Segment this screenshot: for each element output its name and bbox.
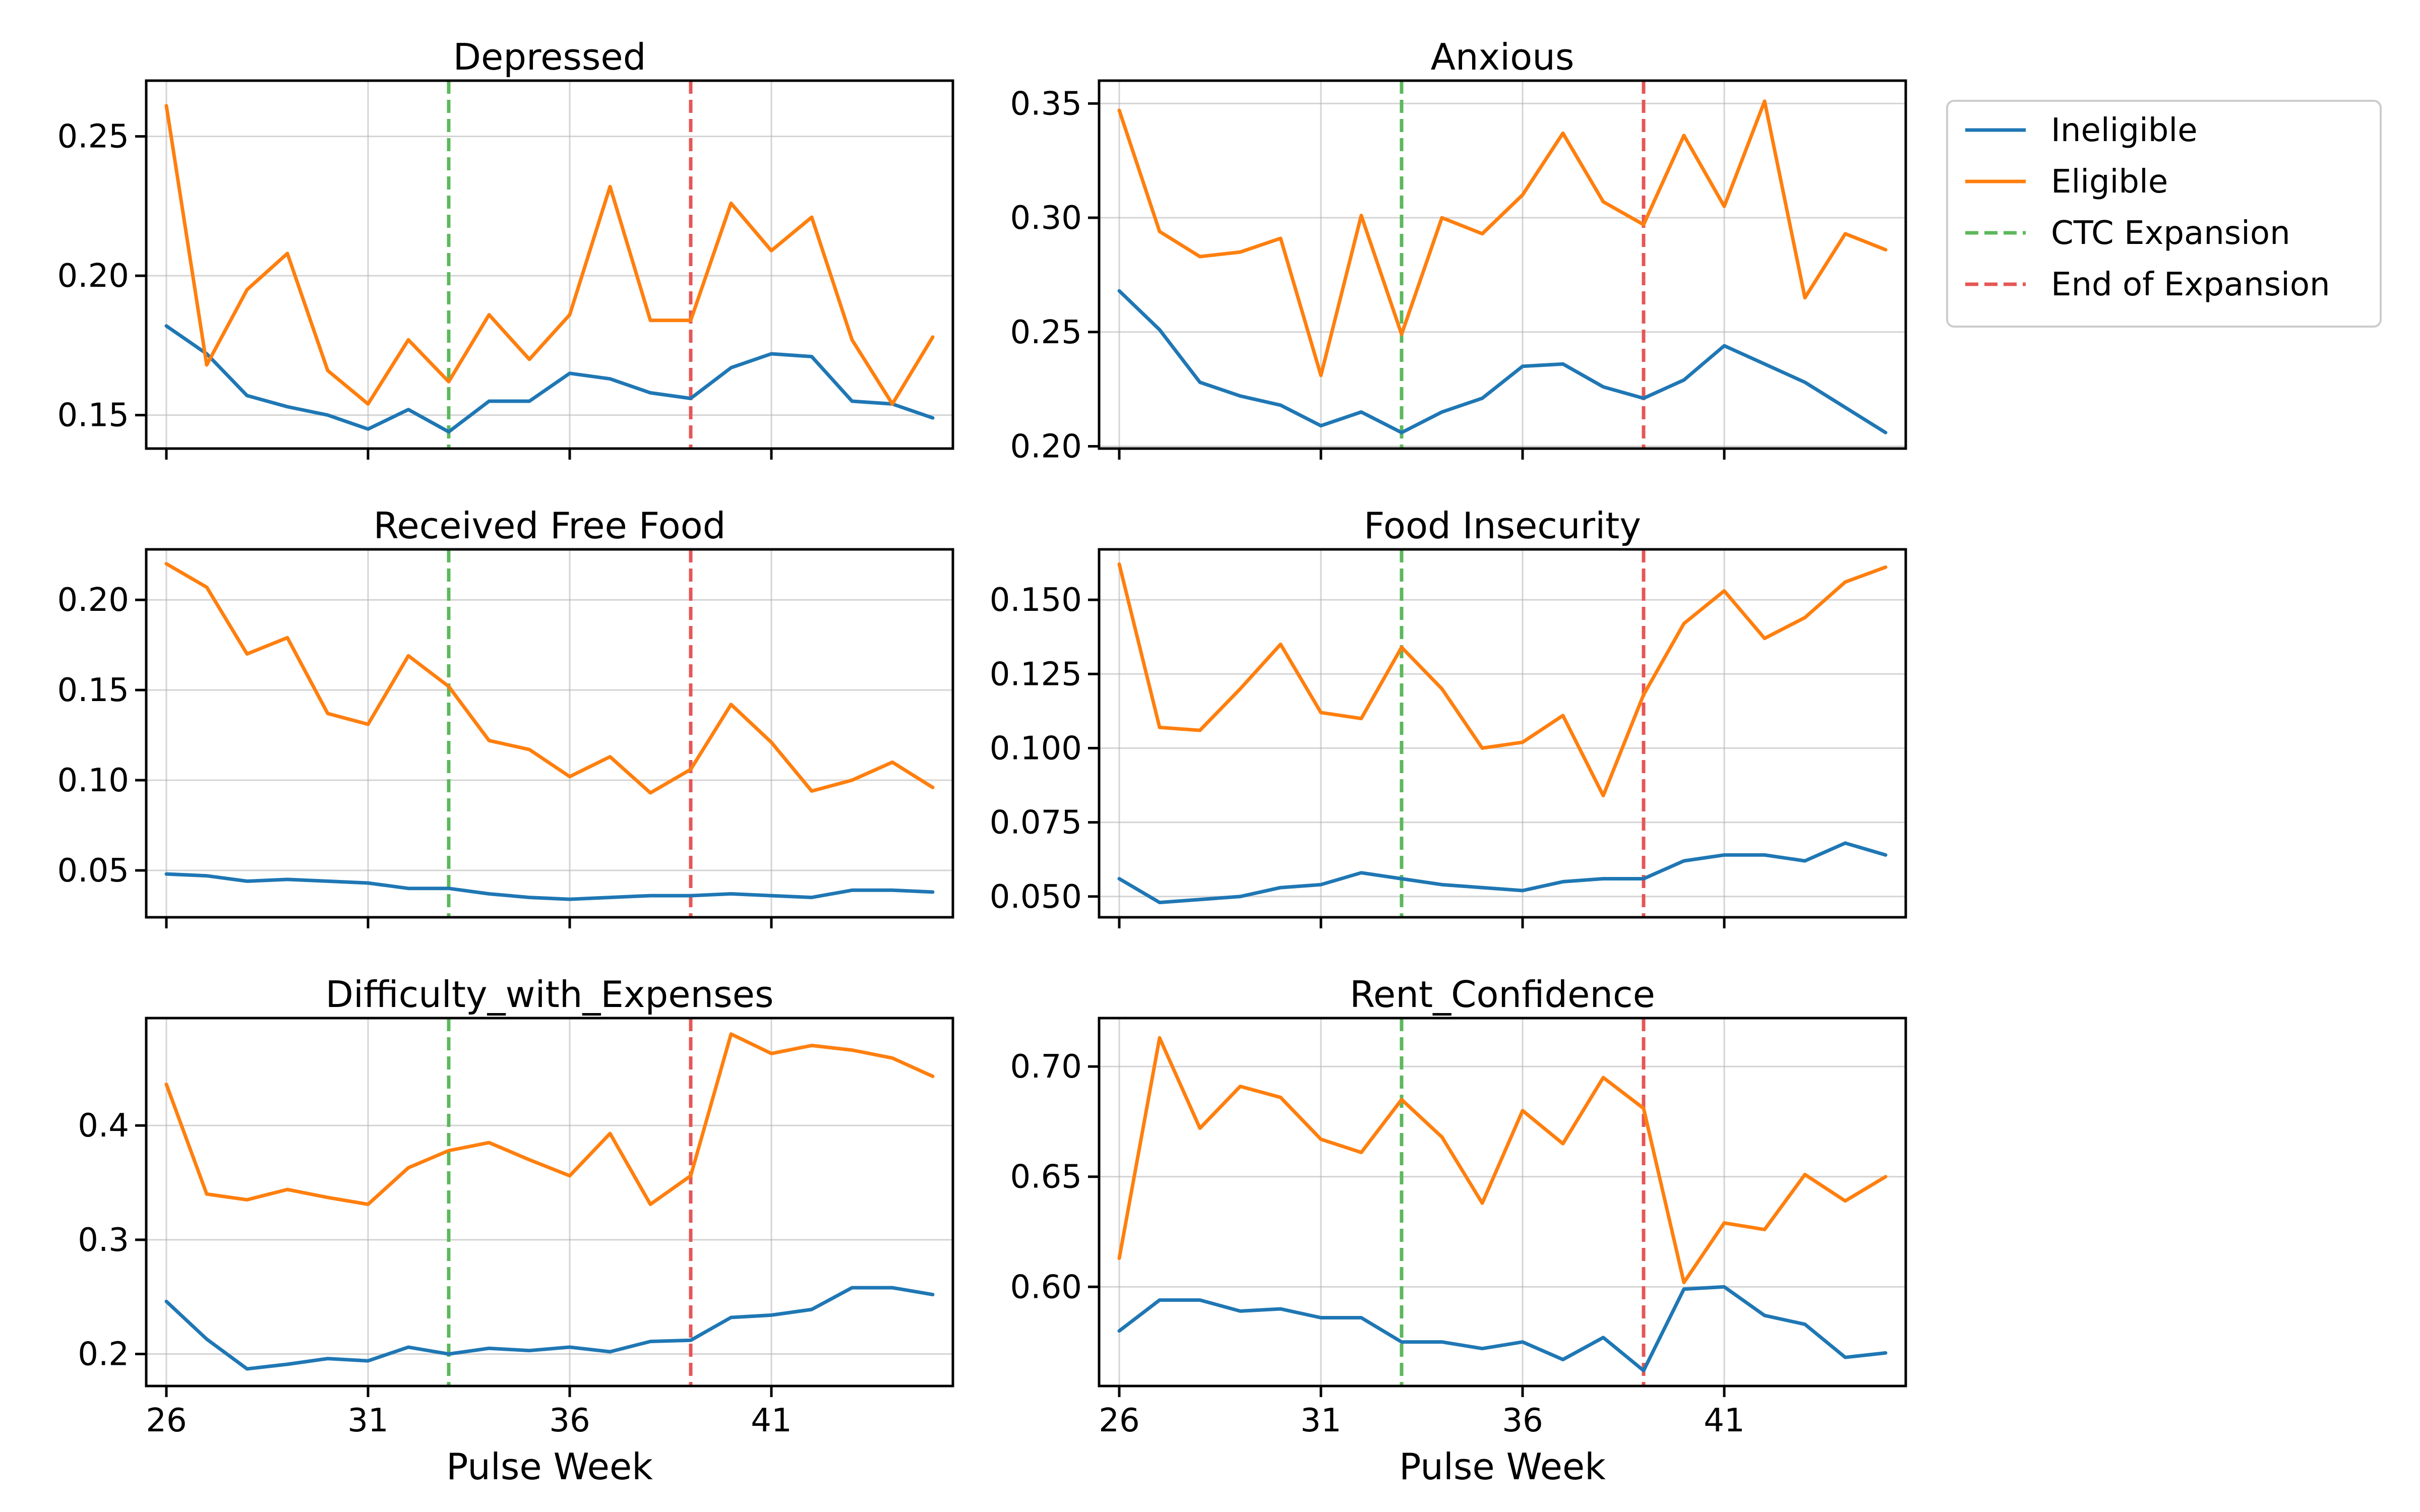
y-tick-label: 0.15 [57,397,130,434]
panel-title: Depressed [453,36,646,78]
series-line-ineligible [1117,841,1888,905]
y-tick-label: 0.25 [1010,314,1082,351]
series-line-eligible [1117,99,1888,377]
panel-title: Difficulty_with_Expenses [326,973,774,1016]
series-line-eligible [1117,562,1888,798]
panel-title: Food Insecurity [1364,505,1641,547]
y-tick-label: 0.20 [1010,428,1082,465]
panel-difficulty-with-expenses: Difficulty_with_Expenses 0.2 0.3 0.4 26 31 36 4… [78,973,954,1488]
y-tick-label: 0.65 [1010,1159,1082,1196]
series-line-ineligible [164,1286,935,1371]
x-axis-label: Pulse Week [446,1445,653,1488]
x-tick-label: 31 [1300,1402,1341,1439]
y-tick-label: 0.05 [57,852,130,890]
x-tick-label: 36 [549,1402,590,1439]
legend-label-end-of-expansion: End of Expansion [2051,266,2330,303]
y-tick-label: 0.150 [990,582,1082,619]
series-line-ineligible [1117,289,1888,434]
axes-frame [145,79,954,450]
series-line-eligible [164,562,935,795]
panel-title: Received Free Food [374,505,726,547]
y-tick-label: 0.70 [1010,1048,1082,1086]
panel-food-insecurity: Food Insecurity 0.050 0.075 0.100 0.125 0.150 [990,505,1907,928]
axes-frame [145,1017,954,1388]
panel-anxious: Anxious 0.20 0.25 0.30 0.35 [1010,36,1907,465]
x-tick-label: 36 [1502,1402,1543,1439]
y-tick-label: 0.125 [990,656,1082,693]
x-tick-label: 26 [146,1402,187,1439]
series-line-eligible [164,104,935,406]
y-tick-label: 0.4 [78,1107,129,1145]
y-tick-label: 0.050 [990,878,1082,916]
panel-depressed: Depressed 0.15 0.20 0.25 [57,36,954,460]
y-tick-label: 0.10 [57,762,130,799]
y-tick-label: 0.100 [990,730,1082,767]
y-tick-label: 0.35 [1010,85,1082,122]
chart-panels: Depressed0.150.200.25Anxious0.200.250.30… [57,36,1907,1488]
x-tick-label: 41 [1704,1402,1744,1439]
x-tick-label: 31 [347,1402,388,1439]
y-tick-label: 0.30 [1010,200,1082,237]
x-tick-label: 26 [1099,1402,1139,1439]
axes-frame [1098,79,1907,450]
y-tick-label: 0.3 [78,1222,129,1259]
legend-label-ctc-expansion: CTC Expansion [2051,215,2290,252]
chart-legend: Ineligible Eligible CTC Expansion End of Ex… [1946,100,2382,328]
series-line-ineligible [1117,1285,1888,1372]
y-tick-label: 0.20 [57,258,130,295]
panel-rent-confidence: Rent_Confidence 0.60 0.65 0.70 26 31 36 41 Pulse… [1010,973,1907,1488]
axes-frame [1098,548,1907,919]
y-tick-label: 0.2 [78,1336,129,1373]
series-line-eligible [164,1032,935,1206]
panel-title: Rent_Confidence [1350,973,1655,1016]
series-line-eligible [1117,1036,1888,1285]
series-line-ineligible [164,324,935,434]
x-axis-label: Pulse Week [1399,1445,1606,1488]
x-tick-label: 41 [751,1402,792,1439]
legend-frame [1946,100,2382,328]
panel-received-free-food: Received Free Food 0.05 0.10 0.15 0.20 [57,505,954,928]
y-tick-label: 0.25 [57,118,130,156]
axes-frame [1098,1017,1907,1388]
series-line-ineligible [164,872,935,901]
legend-label-ineligible: Ineligible [2051,112,2198,149]
axes-frame [145,548,954,919]
panel-title: Anxious [1431,36,1575,78]
legend-label-eligible: Eligible [2051,163,2168,201]
y-tick-label: 0.60 [1010,1269,1082,1306]
y-tick-label: 0.20 [57,582,130,619]
y-tick-label: 0.075 [990,804,1082,842]
y-tick-label: 0.15 [57,672,130,709]
